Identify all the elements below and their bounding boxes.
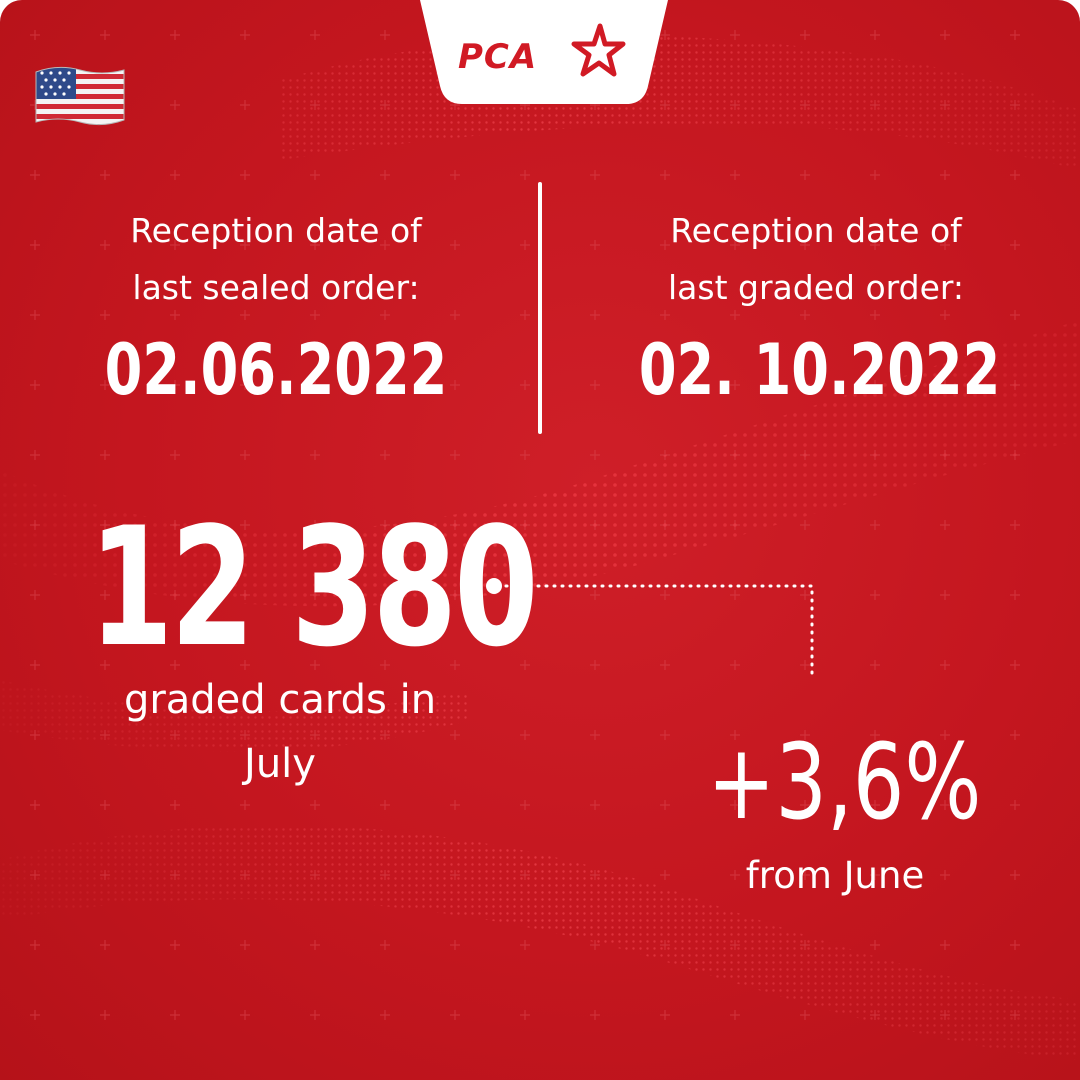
pca-logo-text: PCA bbox=[458, 37, 538, 77]
sealed-order-label-line1: Reception date of bbox=[130, 211, 422, 250]
dotted-connector bbox=[486, 578, 814, 680]
graded-order-label: Reception date of last graded order: bbox=[610, 202, 1022, 316]
sealed-order-label: Reception date of last sealed order: bbox=[70, 202, 482, 316]
graded-order-date: 02. 10.2022 bbox=[638, 329, 1001, 411]
vertical-divider bbox=[538, 182, 542, 434]
change-percentage: +3,6% bbox=[707, 721, 982, 843]
sealed-order-label-line2: last sealed order: bbox=[132, 268, 420, 307]
graded-order-label-line2: last graded order: bbox=[668, 268, 964, 307]
graded-cards-caption-line1: graded cards in bbox=[123, 677, 437, 723]
us-flag-icon bbox=[35, 66, 125, 126]
sealed-order-date: 02.06.2022 bbox=[104, 329, 448, 411]
star-logo-icon bbox=[571, 23, 626, 77]
graded-cards-count: 12 380 bbox=[88, 492, 539, 683]
change-caption: from June bbox=[745, 854, 925, 897]
graded-order-label-line1: Reception date of bbox=[670, 211, 962, 250]
graded-cards-caption-line2: July bbox=[244, 741, 316, 787]
graded-cards-caption: graded cards in July bbox=[80, 668, 480, 796]
logo-tab bbox=[420, 0, 668, 104]
